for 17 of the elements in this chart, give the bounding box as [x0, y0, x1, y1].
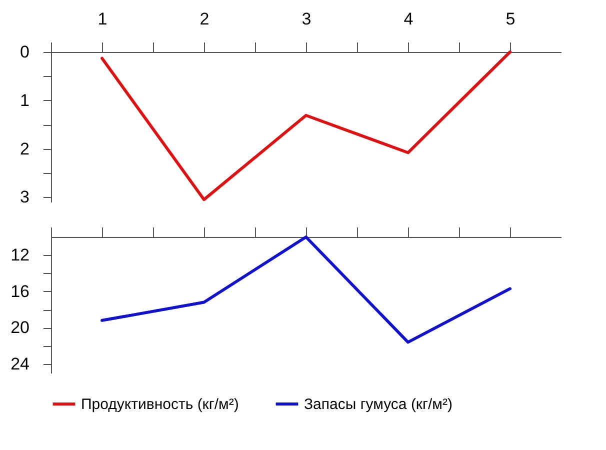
x-tick-label: 5	[506, 10, 516, 28]
x-tick-label: 4	[404, 10, 414, 28]
y-tick-label: 16	[10, 282, 30, 301]
line-series	[100, 50, 512, 202]
legend-label: Запасы гумуса (кг/м²)	[304, 396, 452, 413]
y-tick-label: 0	[20, 42, 30, 62]
x-tick-label: 2	[200, 10, 210, 28]
y-tick-label: 1	[20, 90, 30, 110]
y-tick-label: 24	[10, 354, 30, 374]
y-tick-label: 12	[10, 246, 30, 265]
legend-label: Продуктивность (кг/м²)	[81, 396, 239, 413]
y-tick-label: 2	[20, 139, 30, 158]
y-tick-label: 3	[20, 188, 30, 207]
x-tick-label: 3	[302, 10, 312, 28]
line-series	[100, 236, 512, 344]
y-tick-label: 20	[10, 318, 30, 338]
x-tick-label: 1	[98, 10, 108, 28]
